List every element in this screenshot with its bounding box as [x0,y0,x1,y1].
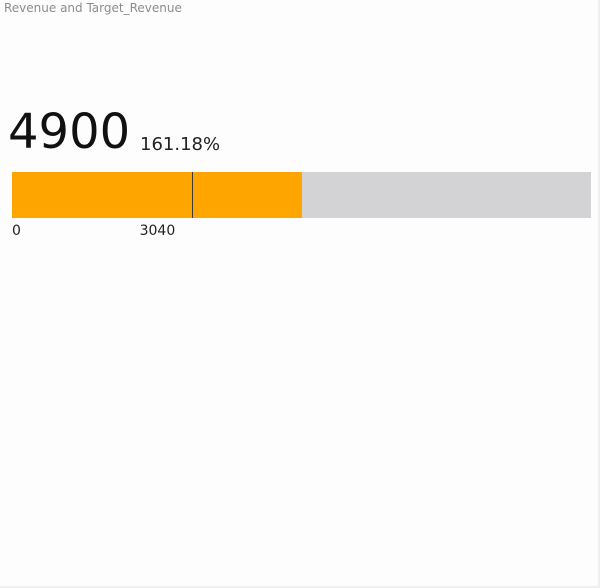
axis-min-label: 0 [12,223,21,239]
kpi-percent-of-target: 161.18% [140,134,221,155]
target-value-label: 3040 [139,223,176,239]
target-marker [191,172,193,218]
visual-title: Revenue and Target_Revenue [4,1,182,15]
gauge-fill-bar [12,172,302,218]
kpi-value: 4900 [8,104,131,160]
gauge-track [12,172,591,218]
